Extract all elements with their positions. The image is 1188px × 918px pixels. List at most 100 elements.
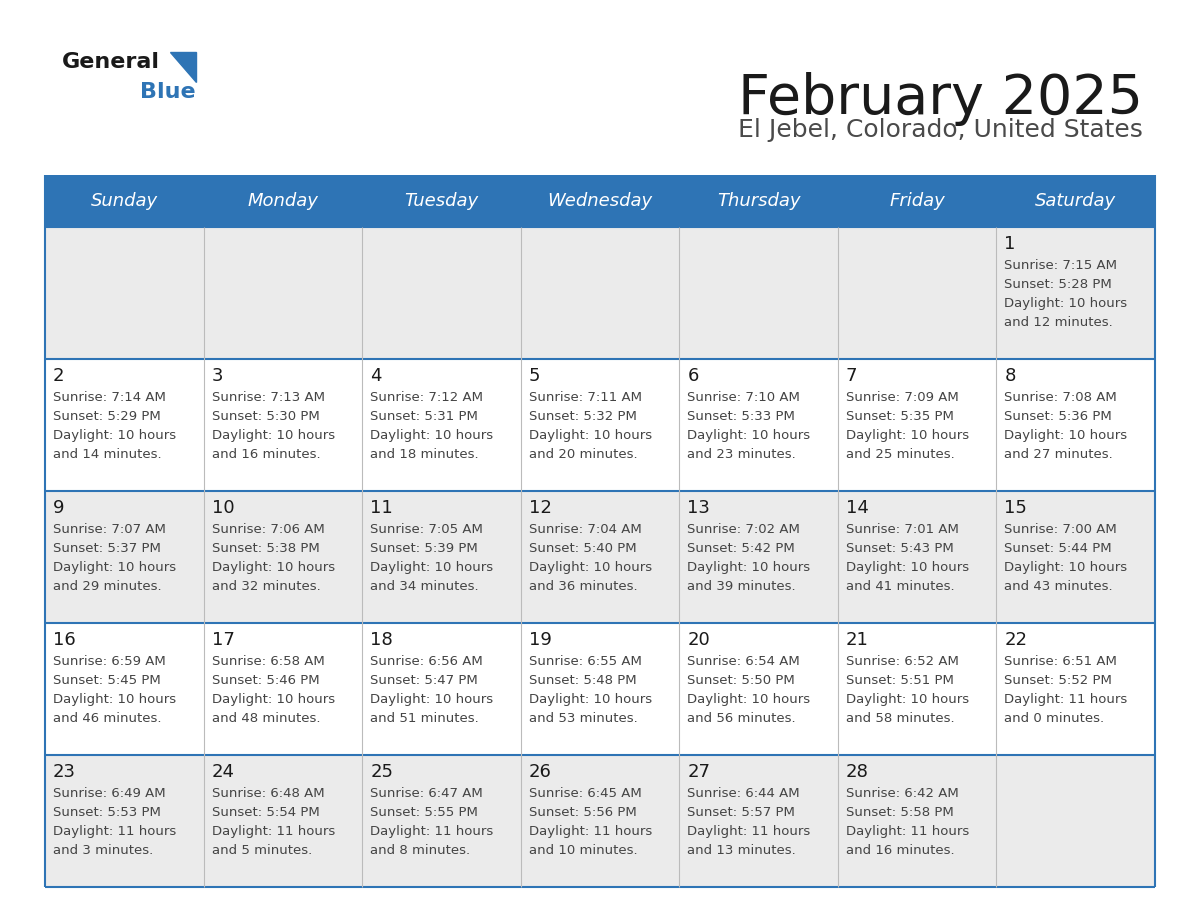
Bar [362, 175, 520, 227]
Text: 25: 25 [371, 763, 393, 781]
Text: Wednesday: Wednesday [548, 192, 652, 210]
Text: Sunset: 5:52 PM: Sunset: 5:52 PM [1004, 674, 1112, 687]
Text: and 29 minutes.: and 29 minutes. [53, 580, 162, 593]
Text: Sunrise: 7:01 AM: Sunrise: 7:01 AM [846, 523, 959, 536]
Bar [45, 623, 1155, 755]
Text: and 46 minutes.: and 46 minutes. [53, 712, 162, 725]
Text: Sunrise: 7:05 AM: Sunrise: 7:05 AM [371, 523, 484, 536]
Text: 26: 26 [529, 763, 551, 781]
Text: Sunrise: 6:47 AM: Sunrise: 6:47 AM [371, 787, 482, 800]
Text: Daylight: 10 hours: Daylight: 10 hours [1004, 429, 1127, 442]
Text: Sunrise: 7:15 AM: Sunrise: 7:15 AM [1004, 259, 1118, 272]
Text: Daylight: 10 hours: Daylight: 10 hours [688, 693, 810, 706]
Text: Sunrise: 6:54 AM: Sunrise: 6:54 AM [688, 655, 800, 668]
Text: 22: 22 [1004, 631, 1028, 649]
Text: Sunrise: 6:55 AM: Sunrise: 6:55 AM [529, 655, 642, 668]
Bar [520, 175, 680, 227]
Text: Sunset: 5:53 PM: Sunset: 5:53 PM [53, 806, 160, 819]
Text: Sunset: 5:28 PM: Sunset: 5:28 PM [1004, 278, 1112, 291]
Text: Sunrise: 7:02 AM: Sunrise: 7:02 AM [688, 523, 801, 536]
Text: February 2025: February 2025 [738, 72, 1143, 126]
Text: 13: 13 [688, 499, 710, 517]
Text: Daylight: 11 hours: Daylight: 11 hours [846, 825, 969, 838]
Text: 20: 20 [688, 631, 710, 649]
Text: Sunrise: 6:58 AM: Sunrise: 6:58 AM [211, 655, 324, 668]
Bar [838, 175, 997, 227]
Text: 6: 6 [688, 367, 699, 385]
Text: and 0 minutes.: and 0 minutes. [1004, 712, 1105, 725]
Text: 2: 2 [53, 367, 64, 385]
Text: Sunset: 5:48 PM: Sunset: 5:48 PM [529, 674, 637, 687]
Text: Daylight: 10 hours: Daylight: 10 hours [53, 561, 176, 574]
Text: and 5 minutes.: and 5 minutes. [211, 844, 311, 857]
Text: Sunrise: 6:42 AM: Sunrise: 6:42 AM [846, 787, 959, 800]
Text: Sunrise: 6:51 AM: Sunrise: 6:51 AM [1004, 655, 1117, 668]
Text: and 43 minutes.: and 43 minutes. [1004, 580, 1113, 593]
Text: 12: 12 [529, 499, 551, 517]
Text: 1: 1 [1004, 235, 1016, 253]
Text: Sunset: 5:37 PM: Sunset: 5:37 PM [53, 542, 160, 555]
Text: Sunrise: 6:49 AM: Sunrise: 6:49 AM [53, 787, 165, 800]
Text: 8: 8 [1004, 367, 1016, 385]
Text: Sunrise: 7:11 AM: Sunrise: 7:11 AM [529, 391, 642, 404]
Text: 27: 27 [688, 763, 710, 781]
Text: Daylight: 11 hours: Daylight: 11 hours [688, 825, 810, 838]
Text: 17: 17 [211, 631, 234, 649]
Text: Sunset: 5:32 PM: Sunset: 5:32 PM [529, 410, 637, 423]
Text: Daylight: 10 hours: Daylight: 10 hours [1004, 561, 1127, 574]
Text: Sunset: 5:31 PM: Sunset: 5:31 PM [371, 410, 478, 423]
Text: 23: 23 [53, 763, 76, 781]
Text: Sunset: 5:57 PM: Sunset: 5:57 PM [688, 806, 795, 819]
Bar [203, 175, 362, 227]
Text: Daylight: 10 hours: Daylight: 10 hours [211, 429, 335, 442]
Text: Sunrise: 7:06 AM: Sunrise: 7:06 AM [211, 523, 324, 536]
Text: Sunrise: 6:44 AM: Sunrise: 6:44 AM [688, 787, 800, 800]
Text: Sunrise: 7:00 AM: Sunrise: 7:00 AM [1004, 523, 1117, 536]
Text: and 53 minutes.: and 53 minutes. [529, 712, 638, 725]
Text: and 16 minutes.: and 16 minutes. [846, 844, 954, 857]
Text: and 39 minutes.: and 39 minutes. [688, 580, 796, 593]
Text: Sunrise: 6:59 AM: Sunrise: 6:59 AM [53, 655, 166, 668]
Text: and 41 minutes.: and 41 minutes. [846, 580, 954, 593]
Text: and 16 minutes.: and 16 minutes. [211, 448, 321, 461]
Text: and 56 minutes.: and 56 minutes. [688, 712, 796, 725]
Text: Sunset: 5:46 PM: Sunset: 5:46 PM [211, 674, 320, 687]
Text: Sunrise: 6:52 AM: Sunrise: 6:52 AM [846, 655, 959, 668]
Text: 16: 16 [53, 631, 76, 649]
Text: Sunday: Sunday [90, 192, 158, 210]
Text: and 23 minutes.: and 23 minutes. [688, 448, 796, 461]
Text: Daylight: 10 hours: Daylight: 10 hours [371, 429, 493, 442]
Text: Daylight: 10 hours: Daylight: 10 hours [211, 693, 335, 706]
Text: Sunrise: 7:14 AM: Sunrise: 7:14 AM [53, 391, 166, 404]
Text: 7: 7 [846, 367, 858, 385]
Text: Daylight: 10 hours: Daylight: 10 hours [688, 561, 810, 574]
Text: Daylight: 10 hours: Daylight: 10 hours [1004, 297, 1127, 310]
Text: Sunrise: 7:10 AM: Sunrise: 7:10 AM [688, 391, 801, 404]
Text: and 25 minutes.: and 25 minutes. [846, 448, 955, 461]
Text: Sunset: 5:38 PM: Sunset: 5:38 PM [211, 542, 320, 555]
Bar [680, 175, 838, 227]
Text: Sunrise: 7:13 AM: Sunrise: 7:13 AM [211, 391, 324, 404]
Text: Sunset: 5:43 PM: Sunset: 5:43 PM [846, 542, 954, 555]
Text: and 34 minutes.: and 34 minutes. [371, 580, 479, 593]
Text: 21: 21 [846, 631, 868, 649]
Text: Sunrise: 7:07 AM: Sunrise: 7:07 AM [53, 523, 166, 536]
Text: Sunrise: 6:45 AM: Sunrise: 6:45 AM [529, 787, 642, 800]
Text: Daylight: 10 hours: Daylight: 10 hours [529, 561, 652, 574]
Text: Sunset: 5:47 PM: Sunset: 5:47 PM [371, 674, 478, 687]
Text: 11: 11 [371, 499, 393, 517]
Text: 19: 19 [529, 631, 551, 649]
Text: Daylight: 11 hours: Daylight: 11 hours [211, 825, 335, 838]
Text: Daylight: 10 hours: Daylight: 10 hours [371, 693, 493, 706]
Text: 15: 15 [1004, 499, 1028, 517]
Text: 14: 14 [846, 499, 868, 517]
Text: Sunset: 5:36 PM: Sunset: 5:36 PM [1004, 410, 1112, 423]
Text: and 58 minutes.: and 58 minutes. [846, 712, 954, 725]
Text: 18: 18 [371, 631, 393, 649]
Text: 24: 24 [211, 763, 234, 781]
Text: 10: 10 [211, 499, 234, 517]
Text: Sunset: 5:42 PM: Sunset: 5:42 PM [688, 542, 795, 555]
Text: Sunrise: 7:12 AM: Sunrise: 7:12 AM [371, 391, 484, 404]
Bar [45, 491, 1155, 623]
Text: and 10 minutes.: and 10 minutes. [529, 844, 637, 857]
